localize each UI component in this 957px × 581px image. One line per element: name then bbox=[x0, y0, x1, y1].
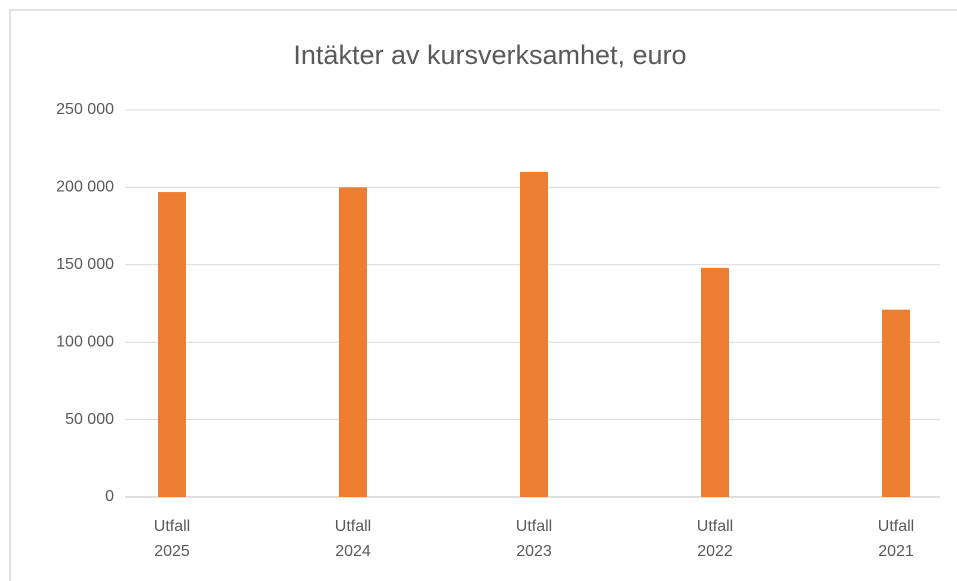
y-tick-label: 150 000 bbox=[56, 256, 114, 273]
chart-frame bbox=[9, 9, 957, 581]
x-tick-label: Utfall 2023 bbox=[515, 518, 553, 560]
x-tick-label: Utfall 2025 bbox=[153, 518, 191, 560]
x-tick-label: Utfall 2021 bbox=[877, 518, 915, 560]
bar bbox=[882, 309, 910, 497]
bar bbox=[520, 171, 548, 498]
y-tick-label: 200 000 bbox=[56, 179, 114, 196]
chart-title: Intäkter av kursverksamhet, euro bbox=[293, 40, 686, 70]
y-tick-label: 0 bbox=[105, 488, 114, 505]
y-tick-label: 50 000 bbox=[65, 411, 114, 428]
y-tick-label: 100 000 bbox=[56, 333, 114, 350]
bar bbox=[158, 192, 186, 497]
bar bbox=[701, 267, 729, 497]
x-tick-label: Utfall 2024 bbox=[334, 518, 372, 560]
x-tick-label: Utfall 2022 bbox=[696, 518, 734, 560]
y-tick-label: 250 000 bbox=[56, 101, 114, 118]
bar bbox=[339, 187, 367, 497]
